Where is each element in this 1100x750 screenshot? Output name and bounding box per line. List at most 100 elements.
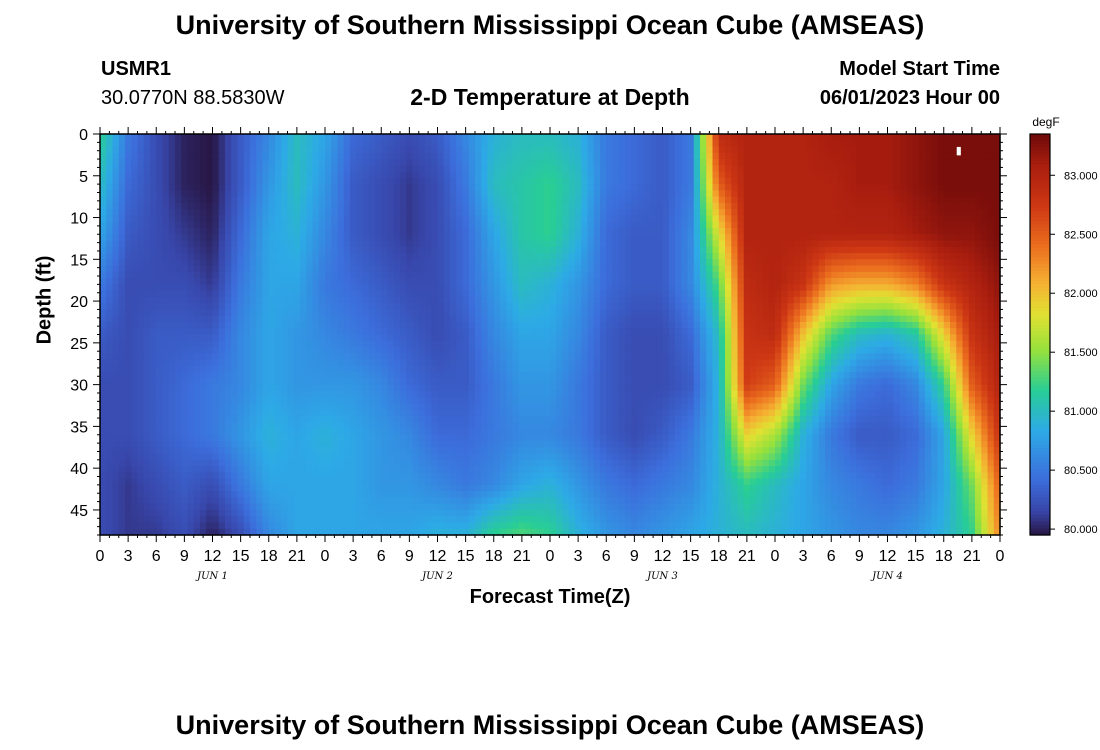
heatmap-cell — [650, 146, 657, 154]
heatmap-cell — [543, 140, 551, 148]
heatmap-cell — [162, 165, 170, 173]
heatmap-cell — [300, 315, 307, 323]
heatmap-cell — [637, 240, 645, 248]
heatmap-cell — [206, 340, 214, 348]
heatmap-cell — [700, 202, 707, 210]
heatmap-cell — [156, 334, 164, 342]
heatmap-cell — [325, 152, 332, 160]
heatmap-cell — [975, 234, 982, 242]
heatmap-cell — [368, 284, 376, 292]
heatmap-cell — [350, 315, 357, 323]
heatmap-cell — [362, 259, 370, 267]
heatmap-cell — [306, 165, 314, 173]
heatmap-cell — [337, 321, 345, 329]
heatmap-cell — [150, 284, 157, 292]
heatmap-cell — [762, 290, 770, 298]
heatmap-cell — [568, 303, 576, 311]
heatmap-cell — [312, 284, 320, 292]
heatmap-cell — [325, 165, 332, 173]
heatmap-cell — [343, 240, 351, 248]
heatmap-cell — [775, 303, 782, 311]
heatmap-cell — [818, 278, 826, 285]
heatmap-cell — [225, 240, 232, 248]
heatmap-cell — [206, 284, 214, 292]
heatmap-cell — [681, 159, 689, 166]
heatmap-cell — [868, 215, 876, 223]
heatmap-cell — [100, 140, 107, 148]
heatmap-cell — [250, 146, 257, 154]
heatmap-cell — [125, 171, 132, 179]
heatmap-cell — [856, 328, 864, 336]
heatmap-cell — [375, 334, 382, 342]
heatmap-cell — [450, 315, 457, 323]
heatmap-cell — [181, 171, 189, 179]
heatmap-cell — [206, 202, 214, 210]
heatmap-cell — [787, 278, 795, 285]
heatmap-cell — [156, 196, 164, 204]
heatmap-cell — [775, 165, 782, 173]
heatmap-cell — [687, 334, 695, 342]
heatmap-cell — [337, 265, 345, 273]
heatmap-cell — [881, 134, 889, 141]
heatmap-cell — [231, 215, 239, 223]
heatmap-cell — [562, 171, 570, 179]
heatmap-cell — [593, 347, 601, 354]
heatmap-cell — [137, 347, 145, 354]
heatmap-cell — [150, 240, 157, 248]
heatmap-cell — [556, 215, 564, 223]
heatmap-cell — [737, 265, 745, 273]
heatmap-cell — [675, 134, 682, 141]
heatmap-cell — [243, 227, 251, 235]
heatmap-cell — [131, 321, 139, 329]
heatmap-cell — [937, 165, 945, 173]
heatmap-cell — [600, 159, 607, 166]
heatmap-cell — [175, 296, 182, 304]
heatmap-cell — [418, 184, 426, 191]
heatmap-cell — [150, 190, 157, 198]
heatmap-cell — [950, 196, 957, 204]
heatmap-cell — [337, 152, 345, 160]
heatmap-cell — [975, 227, 982, 235]
heatmap-cell — [406, 215, 414, 223]
heatmap-cell — [887, 321, 895, 329]
heatmap-cell — [343, 202, 351, 210]
heatmap-cell — [156, 146, 164, 154]
heatmap-cell — [206, 215, 214, 223]
heatmap-cell — [143, 234, 151, 242]
heatmap-cell — [787, 227, 795, 235]
heatmap-cell — [875, 209, 882, 217]
heatmap-cell — [781, 278, 789, 285]
heatmap-cell — [562, 227, 570, 235]
heatmap-cell — [725, 171, 732, 179]
heatmap-cell — [418, 202, 426, 210]
heatmap-cell — [456, 246, 464, 254]
heatmap-cell — [787, 271, 795, 279]
heatmap-cell — [831, 134, 839, 141]
heatmap-cell — [437, 190, 445, 198]
heatmap-cell — [625, 309, 632, 317]
heatmap-cell — [462, 159, 470, 166]
heatmap-cell — [356, 340, 364, 348]
heatmap-cell — [718, 190, 726, 198]
heatmap-cell — [775, 290, 782, 298]
heatmap-cell — [243, 309, 251, 317]
heatmap-cell — [368, 246, 376, 254]
heatmap-cell — [112, 303, 120, 311]
heatmap-cell — [487, 177, 495, 185]
heatmap-cell — [368, 159, 376, 166]
heatmap-cell — [331, 159, 339, 166]
heatmap-cell — [481, 265, 489, 273]
heatmap-cell — [281, 309, 289, 317]
heatmap-cell — [831, 184, 839, 191]
heatmap-cell — [112, 246, 120, 254]
heatmap-cell — [650, 196, 657, 204]
heatmap-cell — [668, 246, 676, 254]
heatmap-cell — [906, 152, 914, 160]
heatmap-cell — [637, 184, 645, 191]
heatmap-cell — [731, 171, 739, 179]
heatmap-cell — [518, 171, 526, 179]
heatmap-cell — [793, 290, 801, 298]
heatmap-cell — [475, 296, 482, 304]
heatmap-cell — [243, 215, 251, 223]
heatmap-cell — [650, 246, 657, 254]
